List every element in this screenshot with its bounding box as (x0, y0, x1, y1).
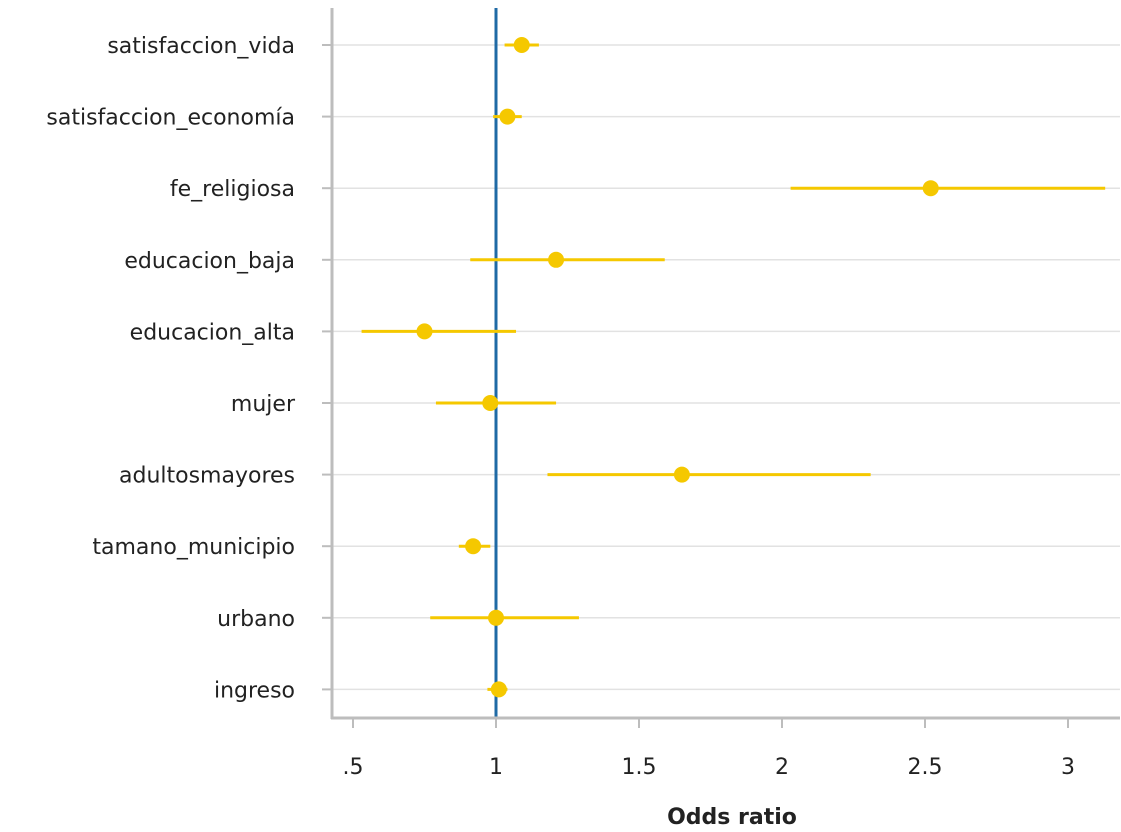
estimate-point (513, 37, 530, 53)
x-tick-label: 1 (489, 755, 503, 780)
x-tick-label: 2 (775, 755, 789, 780)
estimate-point (488, 609, 504, 626)
y-tick-label: fe_religiosa (170, 177, 295, 202)
estimate-point (499, 108, 516, 125)
estimate-point (673, 466, 690, 483)
y-tick-label: educacion_alta (130, 320, 295, 345)
gridlines (332, 44, 1120, 691)
estimate-points (416, 37, 939, 698)
y-tick-label: ingreso (214, 678, 295, 703)
x-tick-label: 2.5 (908, 755, 943, 780)
x-tick-label: 1.5 (622, 755, 657, 780)
estimate-point (922, 180, 939, 197)
estimate-point (416, 323, 433, 340)
y-tick-label: tamano_municipio (92, 535, 295, 560)
y-tick-label: urbano (217, 607, 295, 632)
estimate-point (482, 395, 499, 411)
y-tick-label: educacion_baja (124, 249, 295, 274)
axes (322, 8, 1120, 720)
y-tick-label: adultosmayores (119, 464, 295, 489)
estimate-point (548, 251, 565, 268)
y-tick-label: satisfaccion_economía (46, 106, 295, 131)
x-axis-title: Odds ratio (667, 805, 797, 830)
y-tick-label: mujer (231, 392, 296, 417)
estimate-point (490, 681, 507, 698)
x-tick-label: .5 (343, 755, 364, 780)
confidence-intervals (361, 43, 1106, 691)
y-tick-label: satisfaccion_vida (107, 34, 295, 59)
x-tick-label: 3 (1061, 755, 1075, 780)
estimate-point (465, 538, 482, 555)
x-axis-ticks: .5 1 1.5 2 2.5 3 (343, 718, 1075, 780)
y-axis-labels: satisfaccion_vida satisfaccion_economíafe… (46, 34, 296, 703)
